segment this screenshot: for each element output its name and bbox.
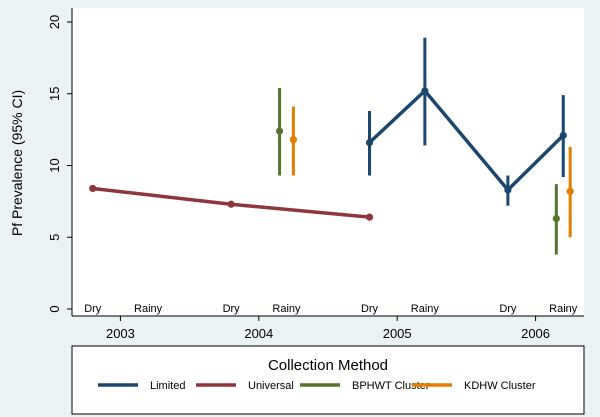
y-tick-label: 0 (47, 305, 62, 312)
season-label: Dry (361, 303, 379, 315)
y-tick-label: 10 (47, 158, 62, 172)
data-point (365, 138, 374, 147)
legend-title: Collection Method (268, 357, 388, 374)
season-label: Rainy (549, 303, 578, 315)
season-label: Dry (84, 303, 102, 315)
year-ticks: 2003 2004 2005 2006 (106, 316, 550, 341)
season-label: Rainy (272, 303, 301, 315)
data-point (421, 87, 429, 95)
season-label: Dry (499, 303, 517, 315)
y-tick-label: 5 (47, 234, 62, 241)
legend-label: Limited (150, 380, 185, 392)
data-point (275, 127, 284, 135)
data-point (559, 131, 567, 139)
legend-label: KDHW Cluster (464, 380, 536, 392)
legend-items: Limited Universal BPHWT Cluster KDHW Cluste… (98, 380, 536, 392)
y-tick-label: 20 (47, 15, 62, 29)
x-tick-label: 2006 (521, 326, 550, 341)
y-axis-title: Pf Prevalence (95% CI) (9, 90, 25, 236)
season-labels: Dry Rainy Dry Rainy Dry Rainy Dry Rainy (84, 303, 578, 315)
series-universal (89, 184, 374, 221)
season-label: Dry (223, 303, 241, 315)
x-tick-label: 2005 (383, 326, 412, 341)
series-limited (365, 37, 567, 206)
data-point (365, 213, 374, 221)
plot-area (72, 8, 584, 316)
series-bphwt-cluster (275, 88, 560, 255)
data-point (552, 214, 560, 223)
y-tick-label: 15 (47, 87, 62, 101)
data-point (289, 136, 298, 144)
y-axis-ticks: 0 5 10 15 20 (47, 15, 72, 313)
x-tick-label: 2003 (106, 326, 135, 341)
data-point (227, 200, 235, 208)
series-kdhw-cluster (289, 106, 574, 238)
season-label: Rainy (134, 303, 163, 315)
legend-box (71, 345, 585, 415)
season-label: Rainy (411, 303, 440, 315)
legend-label: BPHWT Cluster (352, 380, 430, 392)
series-layer (89, 37, 574, 255)
data-point (89, 184, 97, 193)
series-line (368, 89, 565, 192)
data-point (504, 186, 512, 194)
data-point (566, 187, 574, 195)
legend-label: Universal (248, 380, 294, 392)
x-tick-label: 2004 (244, 326, 273, 341)
